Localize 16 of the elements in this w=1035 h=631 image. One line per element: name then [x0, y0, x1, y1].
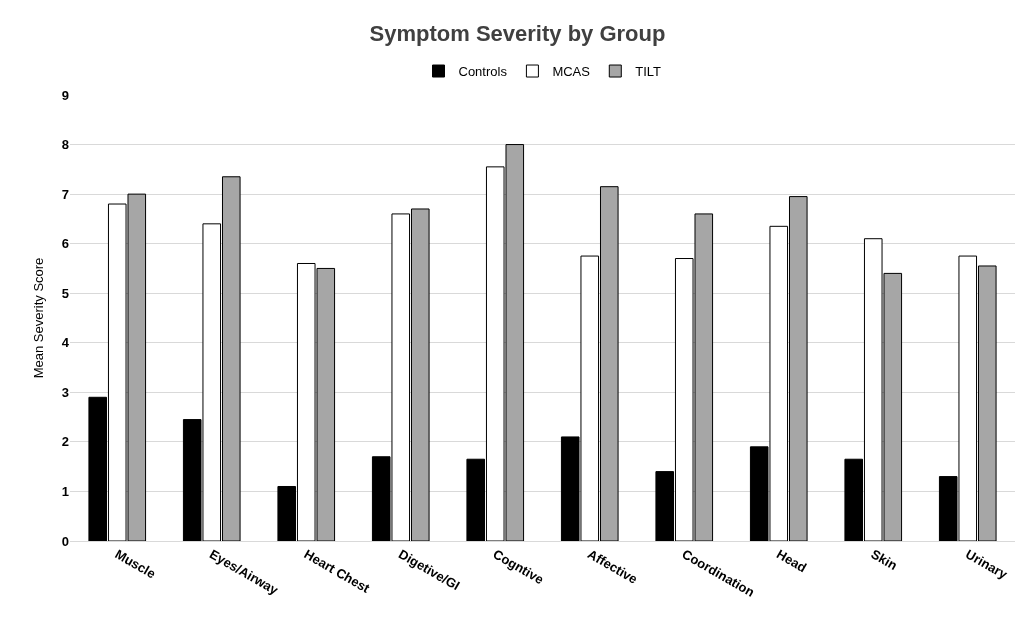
legend-label: TILT: [635, 64, 662, 80]
legend-label: MCAS: [552, 64, 591, 80]
y-tick-label: 6: [61, 236, 69, 252]
y-tick-label: 4: [61, 335, 70, 351]
y-tick-label: 1: [61, 483, 69, 499]
y-tick-label: 2: [61, 434, 69, 450]
y-tick-label: 9: [61, 87, 69, 103]
y-tick-label: 8: [61, 137, 69, 153]
x-tick-label: Skin: [868, 546, 900, 574]
y-tick-label: 5: [61, 285, 69, 301]
y-tick-label: 0: [61, 533, 69, 549]
y-axis-title: Mean Severity Score: [30, 257, 46, 379]
y-tick-label: 7: [61, 186, 69, 202]
y-tick-label: 3: [61, 384, 69, 400]
legend-label: Controls: [458, 64, 508, 80]
chart-title: Symptom Severity by Group: [369, 20, 666, 46]
